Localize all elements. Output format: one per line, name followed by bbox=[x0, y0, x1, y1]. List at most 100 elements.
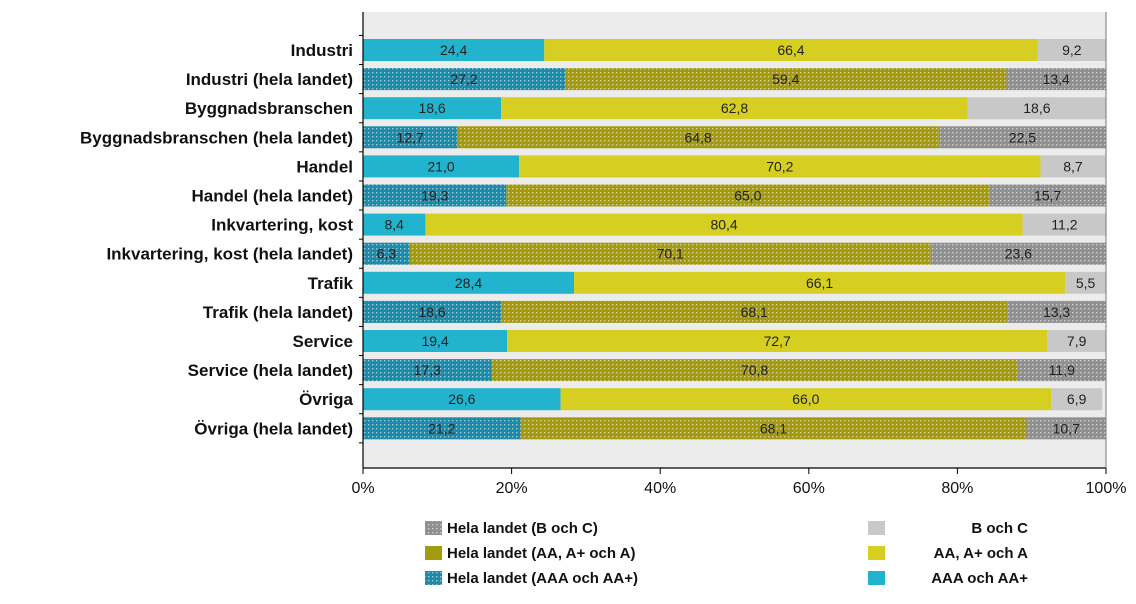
data-label: 19,4 bbox=[421, 333, 448, 349]
bar-row: Handel (hela landet) 19,3 65,0 15,7 bbox=[191, 184, 1106, 207]
bar-row: Byggnadsbranschen (hela landet) 12,7 64,8 2… bbox=[80, 126, 1106, 149]
bar-row: Handel 21,0 70,2 8,7 bbox=[296, 155, 1106, 178]
data-label: 11,9 bbox=[1049, 362, 1075, 378]
bar-segment bbox=[1047, 330, 1106, 352]
data-label: 8,4 bbox=[384, 217, 404, 233]
bar-segment bbox=[1065, 271, 1106, 294]
bar-row: Trafik 28,4 66,1 5,5 bbox=[308, 271, 1106, 294]
data-label: 64,8 bbox=[684, 129, 711, 145]
category-label: Inkvartering, kost (hela landet) bbox=[106, 245, 353, 264]
x-tick-label: 40% bbox=[644, 480, 676, 497]
bar-segment bbox=[1037, 39, 1106, 61]
category-label: Byggnadsbranschen (hela landet) bbox=[80, 128, 353, 147]
x-tick-label: 0% bbox=[351, 480, 374, 497]
data-label: 62,8 bbox=[721, 100, 748, 116]
data-label: 12,7 bbox=[397, 129, 424, 145]
bar-segment-texture bbox=[520, 417, 1027, 440]
bar-row: Byggnadsbranschen 18,6 62,8 18,6 bbox=[185, 97, 1106, 120]
data-label: 66,1 bbox=[806, 275, 833, 291]
data-label: 10,7 bbox=[1053, 420, 1080, 436]
legend-item: AAA och AA+ bbox=[868, 570, 1028, 587]
data-label: 13,4 bbox=[1043, 71, 1070, 87]
bar-segment-texture bbox=[1006, 68, 1106, 91]
data-label: 27,2 bbox=[450, 71, 477, 87]
bar-segment-texture bbox=[989, 184, 1106, 207]
category-label: Övriga bbox=[299, 390, 353, 409]
data-label: 18,6 bbox=[1023, 100, 1050, 116]
x-tick-label: 100% bbox=[1086, 480, 1127, 497]
bar-row: Industri (hela landet) 27,2 59,4 13,4 bbox=[186, 68, 1106, 91]
legend-swatch-texture bbox=[425, 571, 442, 585]
data-label: 15,7 bbox=[1034, 188, 1061, 204]
data-label: 19,3 bbox=[421, 188, 448, 204]
bar-segment-texture bbox=[1017, 359, 1106, 382]
bar-segment-texture bbox=[363, 126, 458, 149]
bar-segment-texture bbox=[1007, 300, 1106, 323]
bar-row: Övriga (hela landet) 21,2 68,1 10,7 bbox=[194, 417, 1106, 440]
bar-segment-texture bbox=[363, 300, 502, 323]
bar-segment bbox=[501, 97, 968, 120]
bar-segment-texture bbox=[457, 126, 939, 149]
bar-segment-texture bbox=[363, 242, 410, 265]
category-label: Inkvartering, kost bbox=[211, 216, 353, 235]
category-label: Industri (hela landet) bbox=[186, 70, 353, 89]
data-label: 13,3 bbox=[1043, 304, 1070, 320]
legend-item: Hela landet (B och C) bbox=[425, 520, 598, 537]
legend-item: AA, A+ och A bbox=[868, 545, 1028, 562]
data-label: 68,1 bbox=[760, 420, 787, 436]
data-label: 21,0 bbox=[427, 158, 454, 174]
data-label: 6,9 bbox=[1067, 391, 1087, 407]
bar-segment bbox=[1040, 155, 1106, 178]
bar-segment-texture bbox=[363, 417, 521, 440]
bar-segment bbox=[1022, 213, 1106, 236]
data-label: 72,7 bbox=[764, 333, 791, 349]
data-label: 23,6 bbox=[1005, 246, 1032, 262]
data-label: 5,5 bbox=[1076, 275, 1096, 291]
category-label: Service (hela landet) bbox=[188, 361, 353, 380]
data-label: 68,1 bbox=[741, 304, 768, 320]
data-label: 70,2 bbox=[766, 158, 793, 174]
bar-segment-texture bbox=[363, 184, 507, 207]
category-label: Övriga (hela landet) bbox=[194, 419, 353, 438]
legend-label: B och C bbox=[971, 520, 1028, 537]
data-label: 65,0 bbox=[734, 188, 761, 204]
bar-segment-texture bbox=[506, 184, 990, 207]
bar-segment bbox=[363, 97, 502, 120]
legend-item: B och C bbox=[868, 520, 1028, 537]
data-label: 7,9 bbox=[1067, 333, 1087, 349]
x-tick-label: 60% bbox=[793, 480, 825, 497]
bar-segment bbox=[544, 39, 1038, 61]
bar-segment bbox=[1051, 388, 1103, 411]
bar-segment-texture bbox=[501, 300, 1008, 323]
bar-segment-texture bbox=[938, 126, 1106, 149]
category-label: Industri bbox=[291, 41, 353, 60]
bar-segment bbox=[967, 97, 1106, 120]
bar-segment-texture bbox=[930, 242, 1106, 265]
bar-segment-texture bbox=[491, 359, 1018, 382]
legend-label: AA, A+ och A bbox=[934, 545, 1028, 562]
bar-segment bbox=[363, 271, 575, 294]
x-tick-label: 20% bbox=[496, 480, 528, 497]
bar-row: Industri 24,4 66,4 9,2 bbox=[291, 39, 1106, 61]
data-label: 18,6 bbox=[418, 100, 445, 116]
bar-segment-texture bbox=[565, 68, 1007, 91]
bar-segment bbox=[363, 330, 508, 352]
bar-row: Service (hela landet) 17,3 70,8 11,9 bbox=[188, 359, 1106, 382]
data-label: 70,8 bbox=[741, 362, 768, 378]
legend-swatch bbox=[868, 546, 885, 560]
legend-label: Hela landet (AA, A+ och A) bbox=[447, 545, 636, 562]
data-label: 24,4 bbox=[440, 42, 467, 58]
legend-swatch-texture bbox=[425, 521, 442, 535]
bar-segment bbox=[363, 39, 545, 61]
legend-label: AAA och AA+ bbox=[931, 570, 1028, 587]
data-label: 28,4 bbox=[455, 275, 482, 291]
data-label: 6,3 bbox=[377, 246, 397, 262]
bar-segment bbox=[519, 155, 1041, 178]
data-label: 21,2 bbox=[428, 420, 455, 436]
legend-label: Hela landet (AAA och AA+) bbox=[447, 570, 638, 587]
legend-item: Hela landet (AA, A+ och A) bbox=[425, 545, 636, 562]
legend-swatch bbox=[425, 546, 442, 560]
bar-segment bbox=[363, 388, 561, 411]
legend-swatch bbox=[868, 521, 885, 535]
